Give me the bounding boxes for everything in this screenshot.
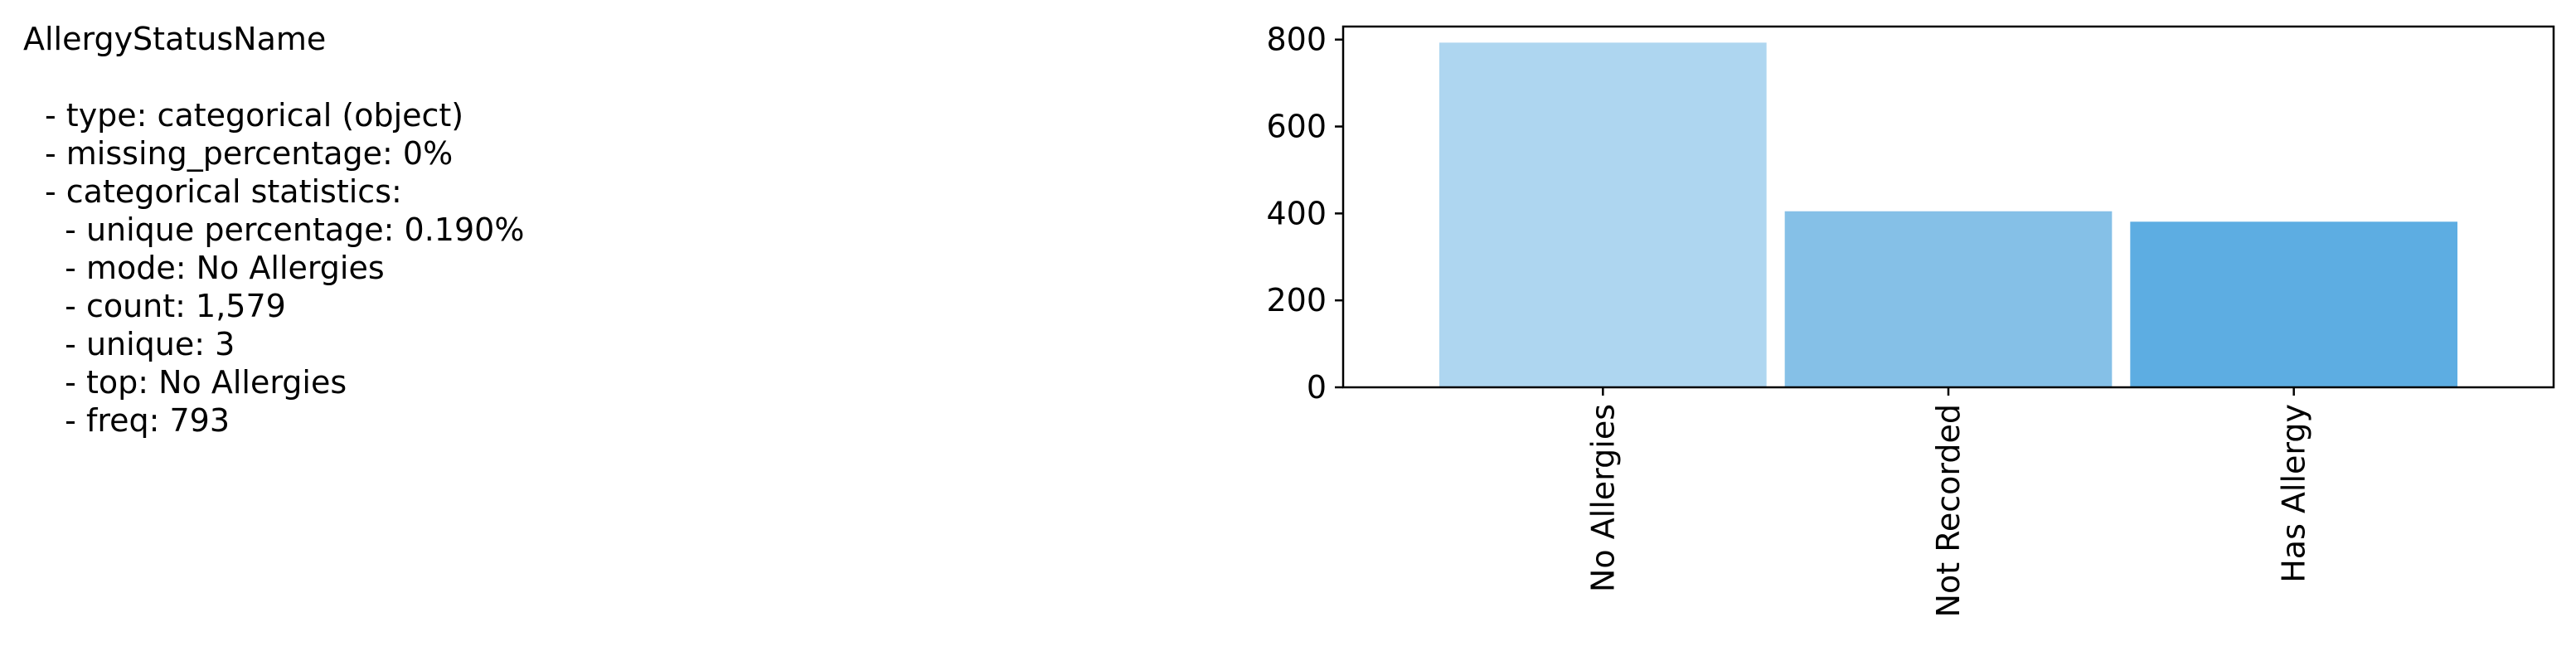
- summary-line: - top: No Allergies: [45, 364, 347, 401]
- summary-line: - mode: No Allergies: [45, 250, 385, 286]
- y-tick-label: 200: [1266, 282, 1327, 318]
- y-tick-label: 400: [1266, 195, 1327, 231]
- y-tick-label: 0: [1307, 369, 1327, 406]
- summary-line: - unique percentage: 0.190%: [45, 211, 525, 248]
- plot-frame: [1341, 25, 2555, 389]
- summary-line: - categorical statistics:: [45, 173, 402, 210]
- summary-line: - unique: 3: [45, 326, 235, 362]
- x-tick-label: Not Recorded: [1930, 404, 1967, 617]
- bar-has-allergy: [2130, 221, 2457, 387]
- bars-group: [1439, 42, 2457, 387]
- x-axis: No Allergies Not Recorded Has Allergy: [1584, 387, 2312, 617]
- x-tick-label: No Allergies: [1584, 404, 1621, 592]
- x-tick-label: Has Allergy: [2276, 404, 2312, 583]
- bar-not-recorded: [1784, 211, 2113, 387]
- y-tick-label: 600: [1266, 109, 1327, 145]
- summary-line: - missing_percentage: 0%: [45, 135, 454, 172]
- column-name: AllergyStatusName: [23, 21, 327, 57]
- summary-line: - type: categorical (object): [45, 97, 464, 134]
- column-summary: AllergyStatusName - type: categorical (o…: [23, 20, 524, 440]
- y-axis: 0 200 400 600 800: [1266, 22, 1343, 406]
- summary-line: - count: 1,579: [45, 288, 286, 324]
- bar-no-allergies: [1439, 42, 1767, 387]
- summary-line: - freq: 793: [45, 402, 230, 439]
- y-tick-label: 800: [1266, 22, 1327, 58]
